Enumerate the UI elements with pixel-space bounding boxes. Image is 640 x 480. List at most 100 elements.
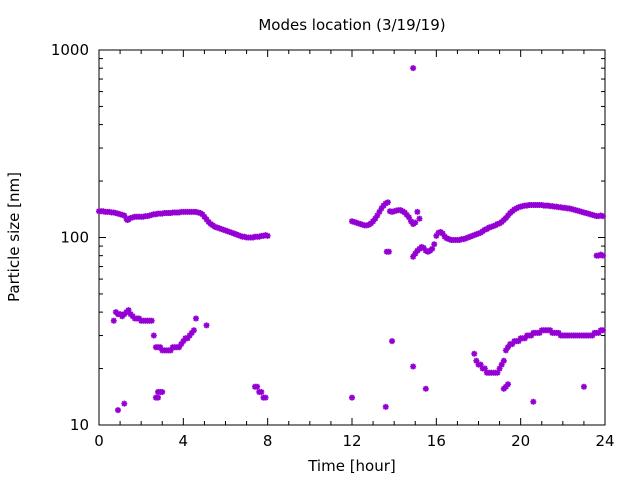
x-tick-label: 16 bbox=[427, 432, 446, 450]
data-point bbox=[420, 244, 427, 251]
data-point bbox=[502, 347, 509, 354]
data-point bbox=[264, 232, 271, 239]
data-point bbox=[186, 332, 193, 339]
data-point bbox=[595, 329, 602, 336]
data-point bbox=[180, 338, 187, 345]
data-point bbox=[403, 211, 410, 218]
data-point bbox=[481, 365, 488, 372]
data-point bbox=[385, 248, 392, 255]
data-point bbox=[536, 329, 543, 336]
data-point bbox=[258, 388, 265, 395]
data-point bbox=[349, 394, 355, 401]
data-point bbox=[477, 361, 484, 368]
data-point bbox=[410, 253, 417, 260]
data-point bbox=[159, 388, 166, 395]
data-point bbox=[496, 365, 503, 372]
data-point bbox=[378, 205, 385, 212]
data-point bbox=[256, 233, 263, 240]
data-point bbox=[424, 248, 431, 255]
data-point bbox=[429, 245, 436, 252]
data-point bbox=[203, 216, 210, 223]
data-point bbox=[384, 199, 391, 206]
data-point bbox=[372, 215, 379, 222]
data-point bbox=[203, 322, 210, 329]
data-point bbox=[467, 233, 474, 240]
data-point bbox=[521, 335, 528, 342]
x-tick-label: 20 bbox=[511, 432, 530, 450]
data-point bbox=[199, 211, 206, 218]
data-point bbox=[500, 357, 507, 364]
data-point bbox=[473, 357, 480, 364]
data-point bbox=[412, 250, 419, 257]
data-point bbox=[471, 350, 478, 357]
data-point bbox=[370, 218, 377, 225]
chart-title: Modes location (3/19/19) bbox=[258, 16, 445, 34]
data-point bbox=[125, 307, 132, 314]
data-point bbox=[456, 236, 463, 243]
data-point bbox=[505, 344, 512, 351]
data-point bbox=[241, 233, 248, 240]
data-point bbox=[254, 383, 261, 390]
data-point bbox=[114, 407, 121, 414]
data-point bbox=[167, 347, 174, 354]
data-point bbox=[445, 236, 452, 243]
y-axis-label: Particle size [nm] bbox=[5, 172, 23, 302]
data-point bbox=[580, 383, 587, 390]
axis-ticks: 0 4 8 12 16 20 24 10 100 1000 bbox=[51, 41, 615, 450]
data-point bbox=[374, 212, 381, 219]
x-tick-label: 24 bbox=[595, 432, 614, 450]
data-point bbox=[190, 327, 197, 334]
x-tick-label: 12 bbox=[342, 432, 361, 450]
x-tick-label: 8 bbox=[263, 432, 273, 450]
data-point bbox=[376, 208, 383, 215]
data-point bbox=[262, 394, 269, 401]
data-point bbox=[148, 317, 155, 324]
data-point bbox=[555, 329, 562, 336]
data-point bbox=[155, 394, 162, 401]
data-point bbox=[237, 232, 244, 239]
data-point bbox=[599, 327, 606, 334]
data-point bbox=[505, 381, 512, 388]
data-point bbox=[416, 215, 423, 222]
data-point bbox=[121, 400, 128, 407]
data-points bbox=[96, 65, 606, 414]
data-point bbox=[184, 335, 191, 342]
data-point bbox=[498, 361, 505, 368]
data-point bbox=[439, 230, 446, 237]
data-point bbox=[505, 212, 512, 219]
data-point bbox=[412, 219, 419, 226]
data-point bbox=[599, 252, 606, 259]
data-point bbox=[401, 209, 408, 216]
data-point bbox=[410, 363, 417, 370]
data-point bbox=[460, 236, 467, 243]
data-point bbox=[433, 232, 440, 239]
data-point bbox=[178, 341, 185, 348]
y-tick-label: 100 bbox=[60, 229, 89, 247]
x-tick-label: 4 bbox=[179, 432, 189, 450]
data-point bbox=[515, 338, 522, 345]
data-point bbox=[509, 341, 516, 348]
data-point bbox=[188, 329, 195, 336]
data-point bbox=[418, 243, 425, 250]
data-point bbox=[110, 317, 117, 324]
data-point bbox=[464, 234, 471, 241]
data-point bbox=[405, 214, 412, 221]
x-tick-label: 0 bbox=[94, 432, 104, 450]
data-point bbox=[157, 344, 164, 351]
x-axis-label: Time [hour] bbox=[307, 457, 396, 475]
data-point bbox=[249, 234, 256, 241]
data-point bbox=[443, 235, 450, 242]
data-point bbox=[422, 247, 429, 254]
data-point bbox=[192, 315, 199, 322]
data-point bbox=[494, 369, 501, 376]
plot-frame bbox=[98, 49, 606, 426]
data-point bbox=[589, 332, 596, 339]
data-point bbox=[431, 241, 438, 248]
data-point bbox=[547, 327, 554, 334]
data-point bbox=[502, 383, 509, 390]
data-point bbox=[121, 212, 128, 219]
data-point bbox=[462, 235, 469, 242]
data-point bbox=[422, 385, 429, 392]
data-point bbox=[530, 398, 537, 405]
